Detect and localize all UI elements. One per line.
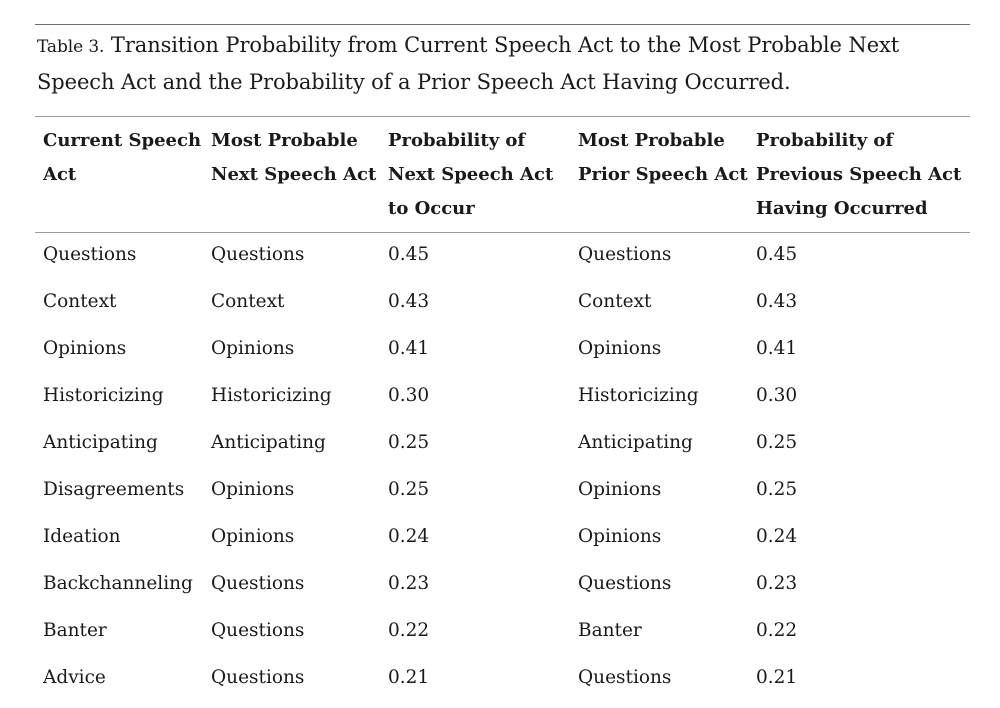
cell-current: Opinions bbox=[43, 338, 127, 359]
cell-prior: Anticipating bbox=[578, 432, 693, 453]
cell-next-probability: 0.22 bbox=[388, 620, 430, 641]
column-header-prior: Most Probable Prior Speech Act bbox=[578, 124, 748, 192]
cell-current: Backchanneling bbox=[43, 573, 193, 594]
table-top-rule bbox=[35, 24, 970, 25]
cell-prior-probability: 0.21 bbox=[756, 667, 798, 688]
table-label: Table 3. bbox=[37, 37, 105, 57]
column-header-line: Probability of bbox=[756, 130, 894, 151]
table-caption: Table 3. Transition Probability from Cur… bbox=[37, 28, 972, 100]
cell-next: Opinions bbox=[211, 479, 295, 500]
column-header-line: Current Speech bbox=[43, 130, 202, 151]
column-header-line: Next Speech Act bbox=[211, 164, 377, 185]
table-row: Opinions Opinions 0.41 Opinions 0.41 bbox=[0, 332, 1000, 379]
cell-current: Context bbox=[43, 291, 117, 312]
table-body: Questions Questions 0.45 Questions 0.45 … bbox=[0, 238, 1000, 708]
column-header-next: Most Probable Next Speech Act bbox=[211, 124, 376, 192]
cell-current: Advice bbox=[43, 667, 106, 688]
cell-next-probability: 0.25 bbox=[388, 479, 430, 500]
column-header-line: Most Probable bbox=[211, 130, 358, 151]
table-row: Disagreements Opinions 0.25 Opinions 0.2… bbox=[0, 473, 1000, 520]
cell-prior-probability: 0.24 bbox=[756, 526, 798, 547]
cell-next-probability: 0.41 bbox=[388, 338, 430, 359]
cell-prior: Questions bbox=[578, 244, 672, 265]
column-header-next-probability: Probability of Next Speech Act to Occur bbox=[388, 124, 553, 226]
cell-next-probability: 0.25 bbox=[388, 432, 430, 453]
cell-next-probability: 0.21 bbox=[388, 667, 430, 688]
cell-prior-probability: 0.23 bbox=[756, 573, 798, 594]
cell-prior-probability: 0.25 bbox=[756, 479, 798, 500]
cell-prior: Questions bbox=[578, 667, 672, 688]
cell-prior: Opinions bbox=[578, 338, 662, 359]
cell-next: Historicizing bbox=[211, 385, 332, 406]
cell-prior-probability: 0.25 bbox=[756, 432, 798, 453]
column-header-line: Having Occurred bbox=[756, 198, 928, 219]
cell-next-probability: 0.43 bbox=[388, 291, 430, 312]
cell-current: Disagreements bbox=[43, 479, 185, 500]
column-header-line: Previous Speech Act bbox=[756, 164, 962, 185]
table-caption-text: Transition Probability from Current Spee… bbox=[37, 33, 900, 94]
table-row: Historicizing Historicizing 0.30 Histori… bbox=[0, 379, 1000, 426]
table-row: Context Context 0.43 Context 0.43 bbox=[0, 285, 1000, 332]
column-header-line: Most Probable bbox=[578, 130, 725, 151]
column-header-line: Probability of bbox=[388, 130, 526, 151]
cell-next: Questions bbox=[211, 667, 305, 688]
cell-current: Questions bbox=[43, 244, 137, 265]
cell-next-probability: 0.23 bbox=[388, 573, 430, 594]
cell-next: Context bbox=[211, 291, 285, 312]
cell-next-probability: 0.45 bbox=[388, 244, 430, 265]
cell-next: Questions bbox=[211, 573, 305, 594]
table-row: Backchanneling Questions 0.23 Questions … bbox=[0, 567, 1000, 614]
cell-next: Opinions bbox=[211, 526, 295, 547]
cell-prior: Context bbox=[578, 291, 652, 312]
cell-current: Banter bbox=[43, 620, 107, 641]
cell-prior: Opinions bbox=[578, 526, 662, 547]
cell-prior: Historicizing bbox=[578, 385, 699, 406]
column-header-line: Next Speech Act bbox=[388, 164, 554, 185]
cell-next: Questions bbox=[211, 244, 305, 265]
cell-prior: Banter bbox=[578, 620, 642, 641]
header-top-rule bbox=[35, 116, 970, 117]
column-header-line: to Occur bbox=[388, 198, 475, 219]
cell-current: Anticipating bbox=[43, 432, 158, 453]
column-header-line: Prior Speech Act bbox=[578, 164, 748, 185]
column-header-prior-probability: Probability of Previous Speech Act Havin… bbox=[756, 124, 961, 226]
cell-current: Historicizing bbox=[43, 385, 164, 406]
table-row: Advice Questions 0.21 Questions 0.21 bbox=[0, 661, 1000, 708]
cell-prior: Questions bbox=[578, 573, 672, 594]
header-bottom-rule bbox=[35, 232, 970, 233]
cell-next-probability: 0.24 bbox=[388, 526, 430, 547]
column-header-current: Current Speech Act bbox=[43, 124, 201, 192]
cell-next: Anticipating bbox=[211, 432, 326, 453]
cell-prior-probability: 0.30 bbox=[756, 385, 798, 406]
cell-next: Opinions bbox=[211, 338, 295, 359]
table-row: Questions Questions 0.45 Questions 0.45 bbox=[0, 238, 1000, 285]
cell-next: Questions bbox=[211, 620, 305, 641]
cell-prior-probability: 0.43 bbox=[756, 291, 798, 312]
table-row: Ideation Opinions 0.24 Opinions 0.24 bbox=[0, 520, 1000, 567]
table-row: Anticipating Anticipating 0.25 Anticipat… bbox=[0, 426, 1000, 473]
column-header-line: Act bbox=[43, 164, 77, 185]
table-row: Banter Questions 0.22 Banter 0.22 bbox=[0, 614, 1000, 661]
cell-prior-probability: 0.22 bbox=[756, 620, 798, 641]
cell-next-probability: 0.30 bbox=[388, 385, 430, 406]
cell-prior-probability: 0.45 bbox=[756, 244, 798, 265]
cell-prior-probability: 0.41 bbox=[756, 338, 798, 359]
cell-prior: Opinions bbox=[578, 479, 662, 500]
cell-current: Ideation bbox=[43, 526, 121, 547]
